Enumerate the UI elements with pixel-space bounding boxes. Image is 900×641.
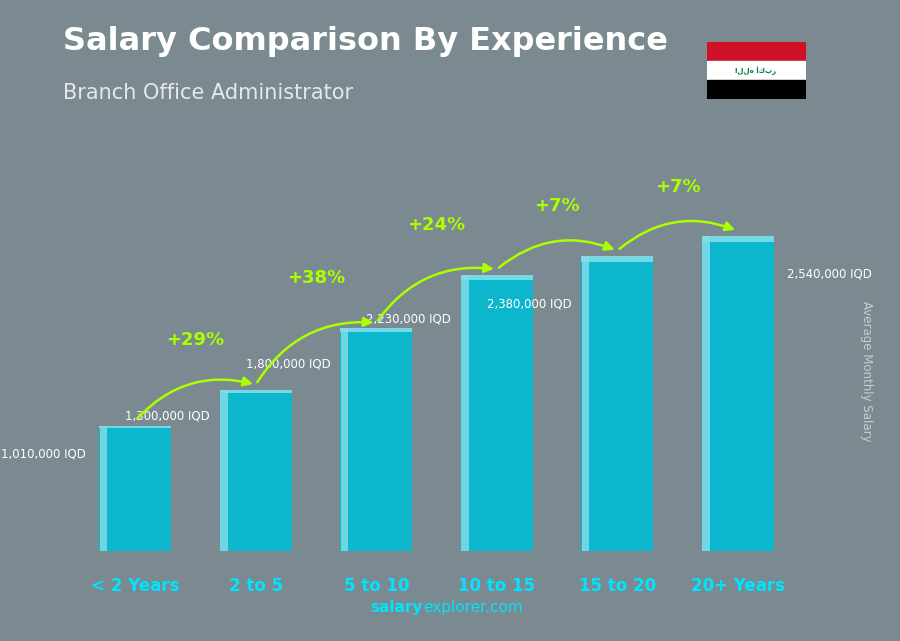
Bar [581, 256, 653, 551]
Text: الله أكبر: الله أكبر [735, 66, 777, 75]
Bar [702, 237, 774, 551]
Bar [99, 426, 171, 551]
Text: +7%: +7% [535, 197, 580, 215]
Text: explorer.com: explorer.com [423, 601, 523, 615]
Text: < 2 Years: < 2 Years [91, 578, 179, 595]
Bar [581, 256, 589, 551]
Bar [706, 42, 806, 61]
Bar [461, 275, 533, 551]
Text: 2,230,000 IQD: 2,230,000 IQD [366, 313, 451, 326]
Text: 1,800,000 IQD: 1,800,000 IQD [246, 358, 330, 370]
Text: +7%: +7% [654, 178, 700, 196]
Bar [220, 390, 292, 551]
Bar [462, 275, 469, 551]
Bar [340, 328, 412, 551]
Bar [702, 237, 709, 551]
Text: +38%: +38% [287, 269, 345, 287]
Text: 1,010,000 IQD: 1,010,000 IQD [1, 447, 86, 460]
Bar [220, 390, 292, 393]
Bar [461, 275, 533, 280]
Bar [706, 80, 806, 99]
Text: +24%: +24% [408, 216, 465, 234]
Bar [220, 390, 228, 551]
Text: 10 to 15: 10 to 15 [458, 578, 536, 595]
Text: 2 to 5: 2 to 5 [229, 578, 283, 595]
Text: 20+ Years: 20+ Years [690, 578, 785, 595]
Text: 15 to 20: 15 to 20 [579, 578, 656, 595]
Text: +29%: +29% [166, 331, 225, 349]
Bar [581, 256, 653, 262]
Bar [702, 237, 774, 242]
Text: 1,300,000 IQD: 1,300,000 IQD [125, 410, 210, 422]
Text: 2,380,000 IQD: 2,380,000 IQD [487, 297, 572, 310]
Bar [706, 61, 806, 80]
Text: Branch Office Administrator: Branch Office Administrator [63, 83, 353, 103]
Text: 2,540,000 IQD: 2,540,000 IQD [788, 268, 872, 281]
Text: salary: salary [371, 601, 423, 615]
Text: Salary Comparison By Experience: Salary Comparison By Experience [63, 26, 668, 56]
Bar [99, 426, 171, 428]
Text: Average Monthly Salary: Average Monthly Salary [860, 301, 872, 442]
Bar [340, 328, 412, 332]
Bar [100, 426, 107, 551]
Bar [341, 328, 348, 551]
Text: 5 to 10: 5 to 10 [344, 578, 409, 595]
